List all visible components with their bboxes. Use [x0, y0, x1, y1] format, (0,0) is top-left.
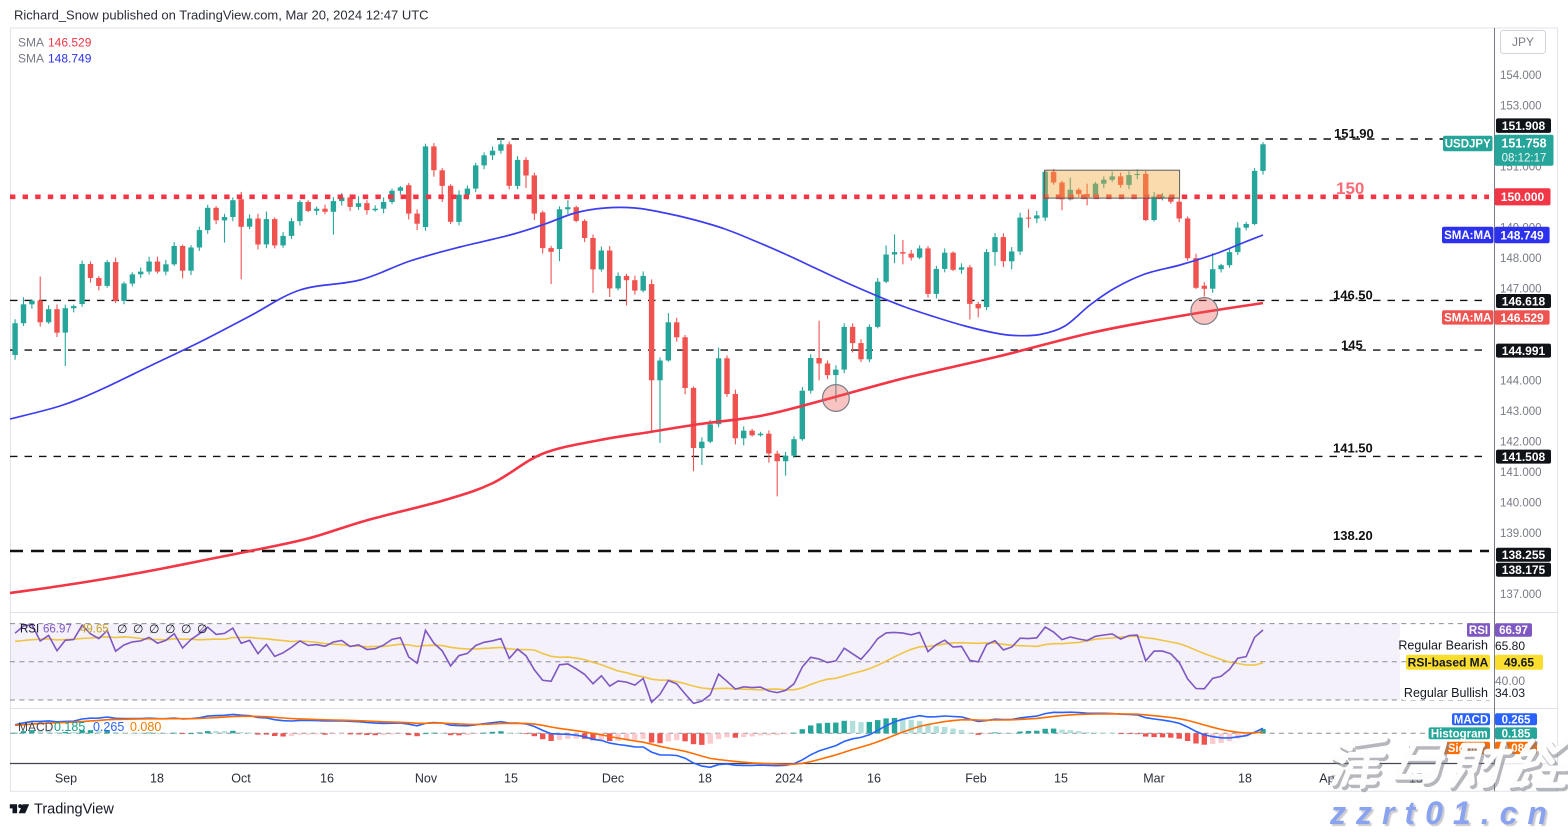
svg-text:147.000: 147.000	[1500, 284, 1542, 296]
svg-text:144.000: 144.000	[1500, 375, 1542, 387]
svg-text:143.000: 143.000	[1500, 406, 1542, 418]
svg-text:SMA: SMA	[18, 52, 44, 66]
svg-text:TradingView: TradingView	[34, 802, 114, 818]
svg-text:141.000: 141.000	[1500, 467, 1542, 479]
svg-text:138.255: 138.255	[1502, 548, 1546, 562]
svg-text:MACD: MACD	[1454, 714, 1489, 726]
svg-text:18: 18	[698, 772, 712, 786]
svg-text:142.000: 142.000	[1500, 436, 1542, 448]
svg-text:18: 18	[1238, 772, 1252, 786]
svg-text:65.80: 65.80	[1495, 639, 1525, 653]
svg-text:SMA: SMA	[18, 36, 44, 50]
svg-text:2024: 2024	[775, 772, 803, 786]
svg-text:148.749: 148.749	[48, 52, 92, 66]
svg-text:49.65: 49.65	[1504, 656, 1534, 670]
svg-text:141.508: 141.508	[1502, 450, 1546, 464]
svg-text:SMA:MA: SMA:MA	[1444, 313, 1491, 325]
svg-text:∅: ∅	[117, 622, 127, 636]
svg-text:Nov: Nov	[415, 772, 438, 786]
svg-text:0.265: 0.265	[1502, 714, 1531, 726]
svg-text:49.65: 49.65	[80, 624, 109, 636]
svg-text:RSI: RSI	[20, 624, 39, 636]
svg-text:∅: ∅	[133, 622, 143, 636]
svg-text:138.20: 138.20	[1333, 528, 1373, 543]
svg-text:148.749: 148.749	[1500, 228, 1544, 242]
svg-text:∅: ∅	[197, 622, 207, 636]
svg-text:∅: ∅	[181, 622, 191, 636]
svg-text:139.000: 139.000	[1500, 528, 1542, 540]
svg-text:0.185: 0.185	[1502, 728, 1531, 740]
svg-text:145: 145	[1341, 338, 1363, 353]
svg-text:0.080: 0.080	[130, 720, 161, 734]
svg-text:SMA:MA: SMA:MA	[1444, 230, 1491, 242]
svg-text:RSI: RSI	[1469, 625, 1488, 637]
svg-text:Histogram: Histogram	[1431, 728, 1488, 740]
svg-text:0.185: 0.185	[54, 720, 85, 734]
svg-text:151.908: 151.908	[1502, 119, 1546, 133]
svg-text:∅: ∅	[149, 622, 159, 636]
svg-text:151.90: 151.90	[1334, 126, 1374, 141]
svg-text:16: 16	[320, 772, 334, 786]
svg-text:JPY: JPY	[1512, 35, 1534, 49]
svg-text:138.175: 138.175	[1502, 563, 1546, 577]
svg-text:0.265: 0.265	[93, 720, 124, 734]
svg-text:Mar: Mar	[1143, 772, 1165, 786]
svg-text:150.000: 150.000	[1501, 190, 1545, 204]
svg-text:Oct: Oct	[231, 772, 251, 786]
svg-text:146.529: 146.529	[48, 36, 92, 50]
svg-text:∅: ∅	[165, 622, 175, 636]
svg-text:146.50: 146.50	[1333, 288, 1373, 303]
svg-text:40.00: 40.00	[1495, 674, 1525, 688]
svg-text:Sep: Sep	[55, 772, 77, 786]
svg-text:34.03: 34.03	[1495, 686, 1525, 700]
svg-text:66.97: 66.97	[1499, 625, 1528, 637]
svg-text:15: 15	[1054, 772, 1068, 786]
svg-text:RSI-based MA: RSI-based MA	[1408, 656, 1489, 670]
svg-text:144.991: 144.991	[1502, 344, 1546, 358]
svg-text:146.618: 146.618	[1502, 294, 1546, 308]
svg-text:Dec: Dec	[602, 772, 624, 786]
svg-text:140.000: 140.000	[1500, 497, 1542, 509]
svg-text:154.000: 154.000	[1500, 70, 1542, 82]
svg-text:146.529: 146.529	[1500, 311, 1544, 325]
svg-text:137.000: 137.000	[1500, 589, 1542, 601]
svg-text:Feb: Feb	[965, 772, 987, 786]
svg-text:18: 18	[150, 772, 164, 786]
svg-text:148.000: 148.000	[1500, 253, 1542, 265]
svg-text:153.000: 153.000	[1500, 101, 1542, 113]
svg-text:Richard_Snow published on Trad: Richard_Snow published on TradingView.co…	[14, 8, 429, 23]
svg-text:USDJPY: USDJPY	[1445, 139, 1491, 151]
svg-text:Regular Bearish: Regular Bearish	[1398, 639, 1488, 653]
svg-text:Regular Bullish: Regular Bullish	[1404, 686, 1488, 700]
svg-text:15: 15	[504, 772, 518, 786]
svg-text:08:12:17: 08:12:17	[1502, 153, 1547, 165]
svg-text:66.97: 66.97	[43, 624, 72, 636]
svg-text:151.758: 151.758	[1501, 137, 1546, 151]
svg-text:16: 16	[867, 772, 881, 786]
svg-text:150: 150	[1336, 179, 1364, 198]
svg-text:MACD: MACD	[18, 720, 54, 734]
svg-text:141.50: 141.50	[1333, 441, 1373, 456]
